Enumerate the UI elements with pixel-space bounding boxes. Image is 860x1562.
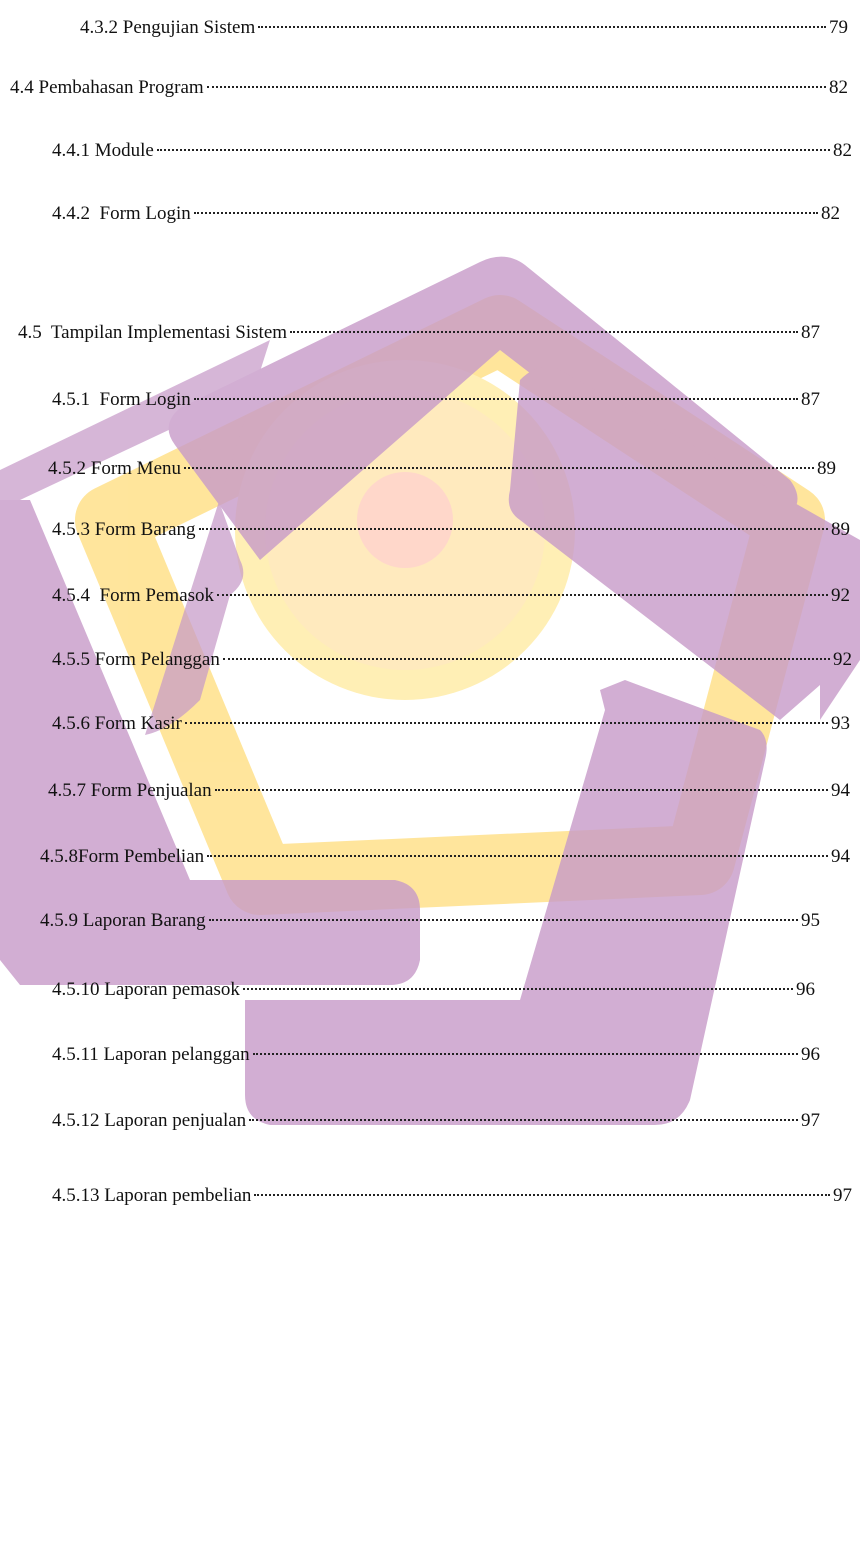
toc-entry: 4.5 Tampilan Implementasi Sistem 87 [18,321,820,345]
page-number: 79 [829,17,848,38]
entry-label: 4.5.5 Form Pelanggan [52,649,220,670]
toc-entry: 4.5.5 Form Pelanggan 92 [52,648,852,672]
toc-entry: 4.5.9 Laporan Barang 95 [40,909,820,933]
page-number: 94 [831,846,850,867]
page-number: 96 [796,979,815,1000]
page-number: 96 [801,1044,820,1065]
toc-entry: 4.5.2 Form Menu 89 [48,457,836,481]
leader [193,398,798,400]
leader [184,467,814,469]
entry-label: 4.5.10 Laporan pemasok [52,979,240,1000]
page-number: 97 [801,1110,820,1131]
toc-entry: 4.5.12 Laporan penjualan 97 [52,1109,820,1133]
page-number: 89 [817,458,836,479]
page-number: 82 [833,140,852,161]
page-number: 93 [831,713,850,734]
page-number: 95 [801,910,820,931]
leader [214,789,828,791]
entry-label: 4.5.11 Laporan pelanggan [52,1044,250,1065]
leader [222,658,830,660]
leader [208,919,798,921]
toc-entry: 4.4 Pembahasan Program 82 [10,76,848,100]
leader [193,212,818,214]
toc-entry: 4.5.6 Form Kasir 93 [52,712,850,736]
leader [217,594,828,596]
page-number: 94 [831,780,850,801]
page-number: 87 [801,322,820,343]
leader [252,1053,798,1055]
toc-entry: 4.4.1 Module 82 [52,139,852,163]
entry-label: 4.4 Pembahasan Program [10,77,204,98]
toc-entry: 4.5.13 Laporan pembelian 97 [52,1184,852,1208]
toc-entry: 4.5.11 Laporan pelanggan 96 [52,1043,820,1067]
toc-entry: 4.5.4 Form Pemasok 92 [52,584,850,608]
leader [184,722,828,724]
entry-label: 4.5.13 Laporan pembelian [52,1185,252,1206]
toc-entry: 4.5.3 Form Barang 89 [52,518,850,542]
entry-label: 4.4.1 Module [52,140,154,161]
page-number: 82 [829,77,848,98]
page-number: 97 [833,1185,852,1206]
toc-entry: 4.5.1 Form Login 87 [52,388,820,412]
leader [206,86,826,88]
leader [156,149,830,151]
entry-label: 4.5.8Form Pembelian [40,846,205,867]
leader [242,988,793,990]
entry-label: 4.5.3 Form Barang [52,519,196,540]
entry-label: 4.5.9 Laporan Barang [40,910,206,931]
leader [198,528,828,530]
page-number: 89 [831,519,850,540]
entry-label: 4.5.6 Form Kasir [52,713,182,734]
toc-entry: 4.5.8Form Pembelian 94 [40,845,850,869]
page-number: 92 [833,649,852,670]
toc-entry: 4.5.10 Laporan pemasok 96 [52,978,815,1002]
page-number: 87 [801,389,820,410]
leader [258,26,826,28]
leader [290,331,798,333]
entry-label: 4.4.2 Form Login [52,203,191,224]
entry-label: 4.5.2 Form Menu [48,458,181,479]
entry-label: 4.5.4 Form Pemasok [52,585,215,606]
entry-label: 4.5.12 Laporan penjualan [52,1110,247,1131]
page-number: 92 [831,585,850,606]
leader [207,855,828,857]
leader [249,1119,798,1121]
toc-entry: 4.5.7 Form Penjualan 94 [48,779,850,803]
entry-label: 4.5 Tampilan Implementasi Sistem [18,322,288,343]
toc-entry: 4.4.2 Form Login 82 [52,202,840,226]
entry-label: 4.3.2 Pengujian Sistem [80,17,256,38]
leader [254,1194,830,1196]
entry-label: 4.5.1 Form Login [52,389,191,410]
page-number: 82 [821,203,840,224]
toc-entry: 4.3.2 Pengujian Sistem 79 [80,16,848,40]
entry-label: 4.5.7 Form Penjualan [48,780,212,801]
